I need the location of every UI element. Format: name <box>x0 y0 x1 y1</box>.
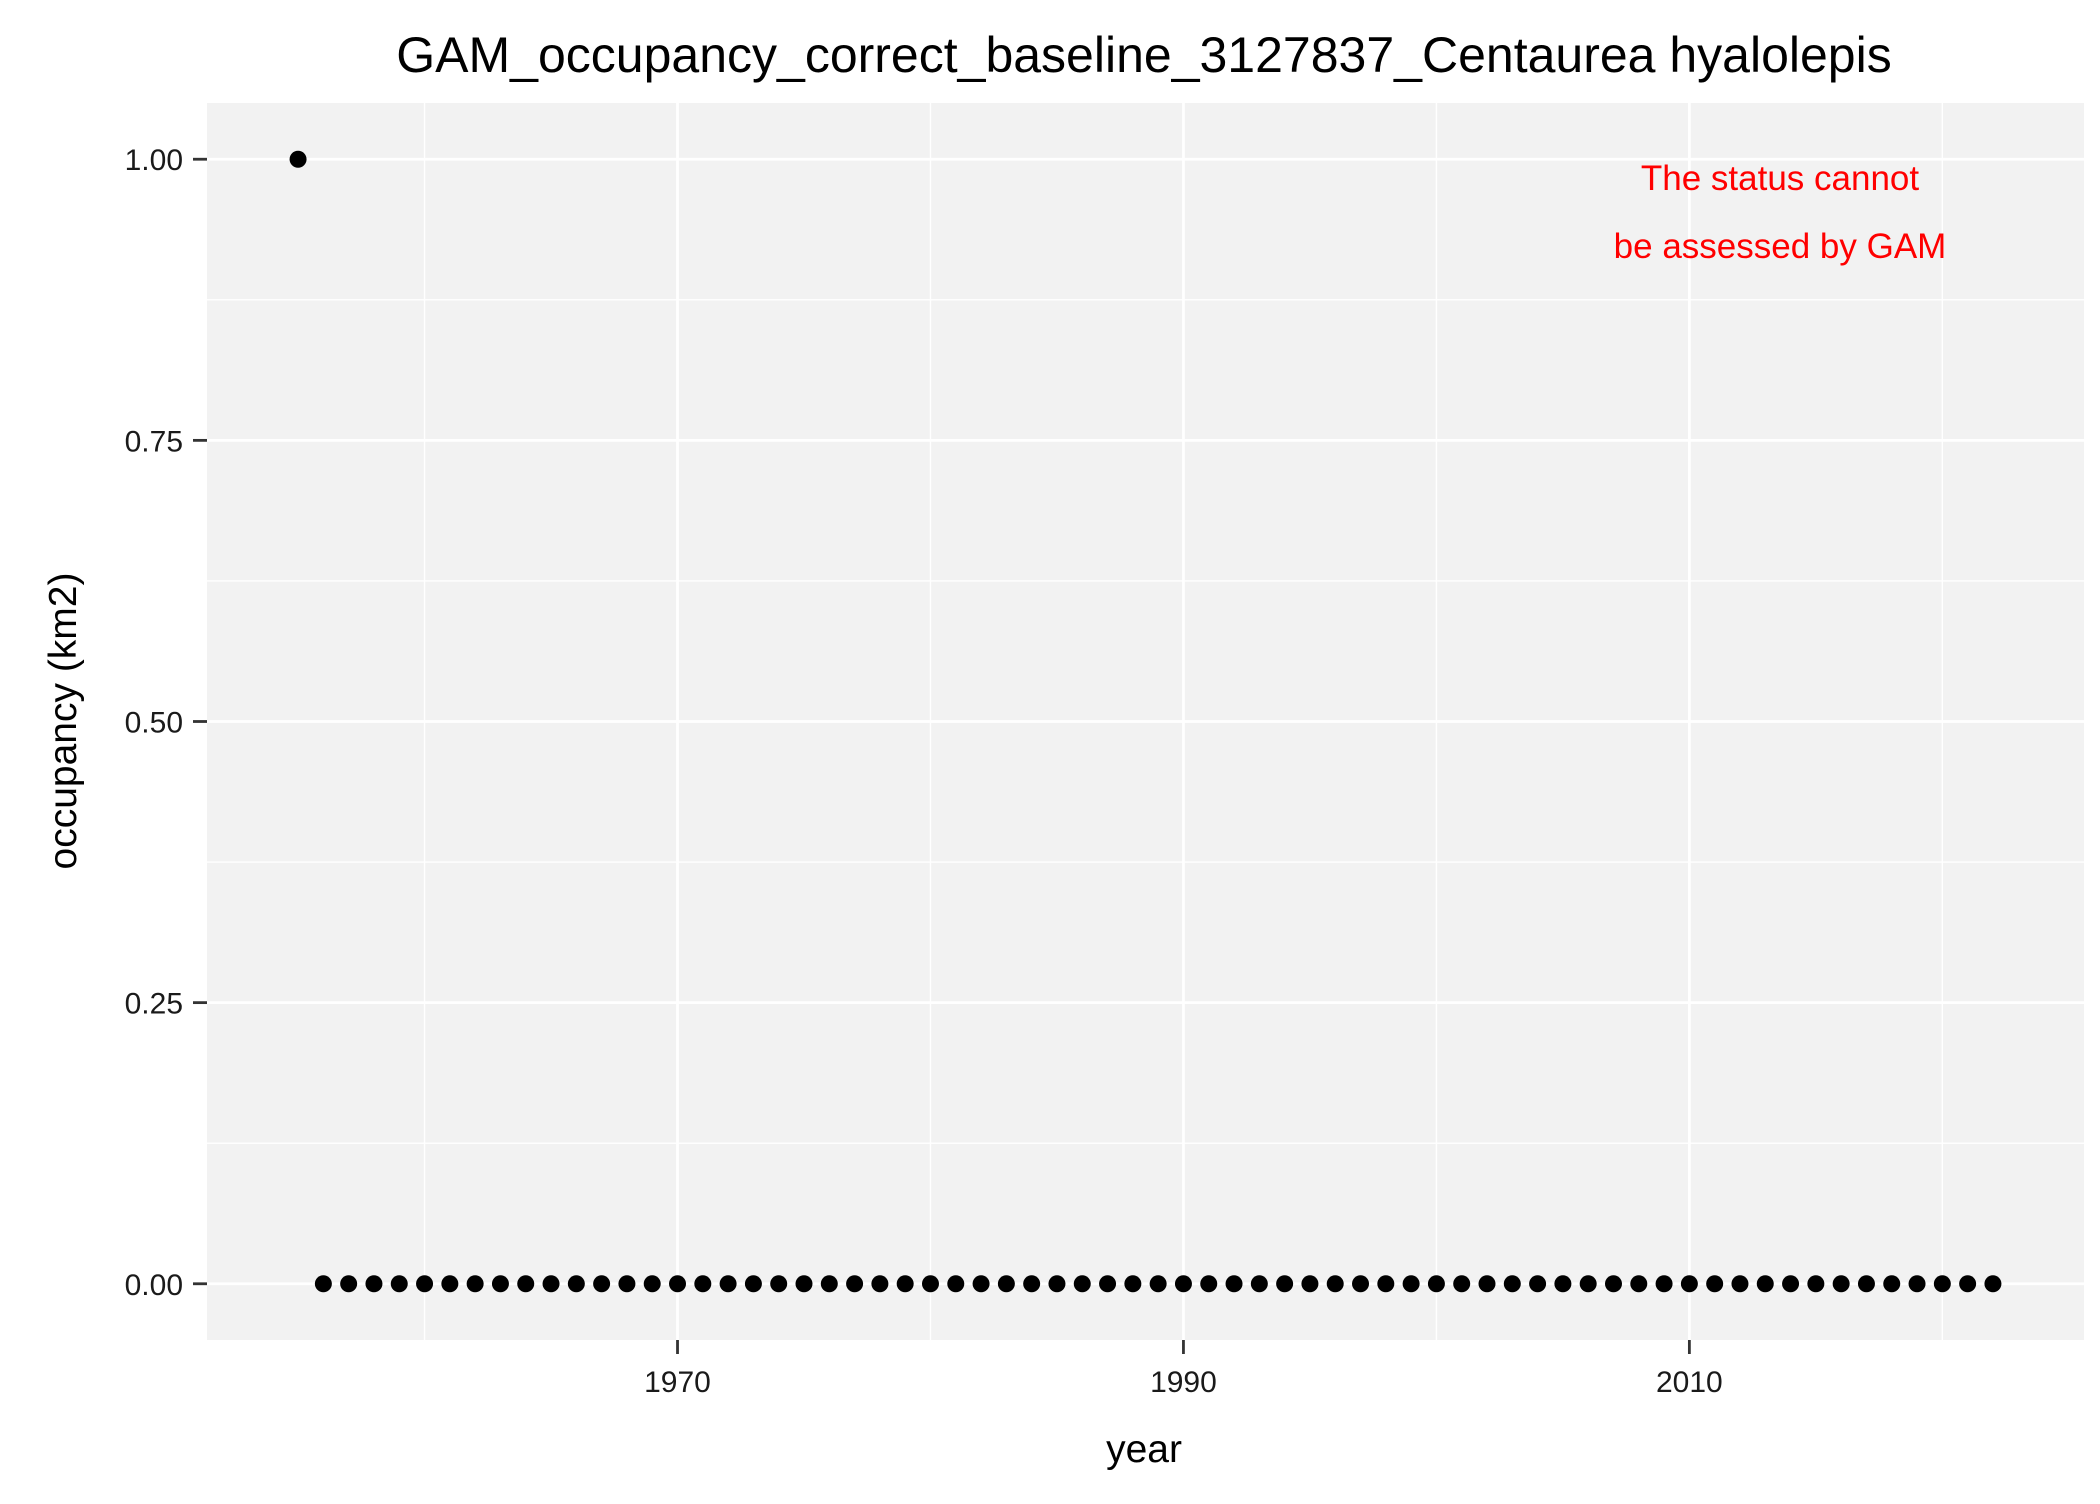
data-point <box>1149 1275 1167 1293</box>
data-point <box>1554 1275 1572 1293</box>
data-point <box>1225 1275 1243 1293</box>
data-point <box>1174 1275 1192 1293</box>
data-point <box>1680 1275 1698 1293</box>
y-tick-label: 0.00 <box>125 1269 183 1302</box>
annotation-line-1: The status cannot <box>1641 159 1919 198</box>
data-point <box>289 150 307 168</box>
data-point <box>441 1275 459 1293</box>
data-point <box>1478 1275 1496 1293</box>
data-point <box>1200 1275 1218 1293</box>
data-point <box>1807 1275 1825 1293</box>
data-point <box>1352 1275 1370 1293</box>
y-axis-title: occupancy (km2) <box>42 573 85 870</box>
data-point <box>1883 1275 1901 1293</box>
data-point <box>365 1275 383 1293</box>
data-point <box>1427 1275 1445 1293</box>
data-point <box>517 1275 535 1293</box>
data-point <box>1731 1275 1749 1293</box>
data-point <box>846 1275 864 1293</box>
data-point <box>1604 1275 1622 1293</box>
x-axis-title: year <box>1106 1428 1182 1471</box>
data-point <box>1377 1275 1395 1293</box>
x-axis: 1970 1990 2010 <box>644 1340 1723 1399</box>
data-point <box>340 1275 358 1293</box>
data-point <box>795 1275 813 1293</box>
data-point <box>416 1275 434 1293</box>
data-point <box>1529 1275 1547 1293</box>
data-point <box>1503 1275 1521 1293</box>
chart-title: GAM_occupancy_correct_baseline_3127837_C… <box>396 27 1891 83</box>
y-tick-label: 0.75 <box>125 425 183 458</box>
y-tick-label: 0.50 <box>125 707 183 740</box>
data-point <box>947 1275 965 1293</box>
data-point <box>1099 1275 1117 1293</box>
data-point <box>1250 1275 1268 1293</box>
data-point <box>694 1275 712 1293</box>
data-point <box>1276 1275 1294 1293</box>
data-point <box>1857 1275 1875 1293</box>
data-point <box>542 1275 560 1293</box>
data-point <box>643 1275 661 1293</box>
data-point <box>820 1275 838 1293</box>
data-point <box>1832 1275 1850 1293</box>
major-gridlines <box>207 103 2084 1340</box>
annotation-line-2: be assessed by GAM <box>1614 227 1947 266</box>
data-point <box>1630 1275 1648 1293</box>
data-point <box>1756 1275 1774 1293</box>
data-point <box>1655 1275 1673 1293</box>
data-point <box>314 1275 332 1293</box>
data-point <box>593 1275 611 1293</box>
status-annotation: The status cannot be assessed by GAM <box>1614 159 1947 266</box>
data-point <box>1959 1275 1977 1293</box>
data-point <box>567 1275 585 1293</box>
data-point <box>921 1275 939 1293</box>
x-tick-label: 1970 <box>644 1366 711 1399</box>
data-point <box>1023 1275 1041 1293</box>
data-point <box>744 1275 762 1293</box>
data-point <box>1782 1275 1800 1293</box>
data-point <box>972 1275 990 1293</box>
data-point <box>1402 1275 1420 1293</box>
y-axis: 0.00 0.25 0.50 0.75 1.00 <box>125 144 207 1302</box>
data-point <box>1453 1275 1471 1293</box>
data-point <box>1124 1275 1142 1293</box>
y-tick-label: 1.00 <box>125 144 183 177</box>
data-point <box>896 1275 914 1293</box>
data-points <box>289 150 2002 1293</box>
data-point <box>669 1275 687 1293</box>
data-point <box>466 1275 484 1293</box>
data-point <box>1579 1275 1597 1293</box>
data-point <box>390 1275 408 1293</box>
data-point <box>1984 1275 2002 1293</box>
data-point <box>1326 1275 1344 1293</box>
data-point <box>491 1275 509 1293</box>
data-point <box>1073 1275 1091 1293</box>
data-point <box>618 1275 636 1293</box>
x-tick-label: 1990 <box>1150 1366 1217 1399</box>
data-point <box>1933 1275 1951 1293</box>
data-point <box>1706 1275 1724 1293</box>
data-point <box>1301 1275 1319 1293</box>
data-point <box>871 1275 889 1293</box>
x-tick-label: 2010 <box>1656 1366 1723 1399</box>
data-point <box>1048 1275 1066 1293</box>
y-tick-label: 0.25 <box>125 988 183 1021</box>
data-point <box>1908 1275 1926 1293</box>
data-point <box>770 1275 788 1293</box>
data-point <box>997 1275 1015 1293</box>
data-point <box>719 1275 737 1293</box>
